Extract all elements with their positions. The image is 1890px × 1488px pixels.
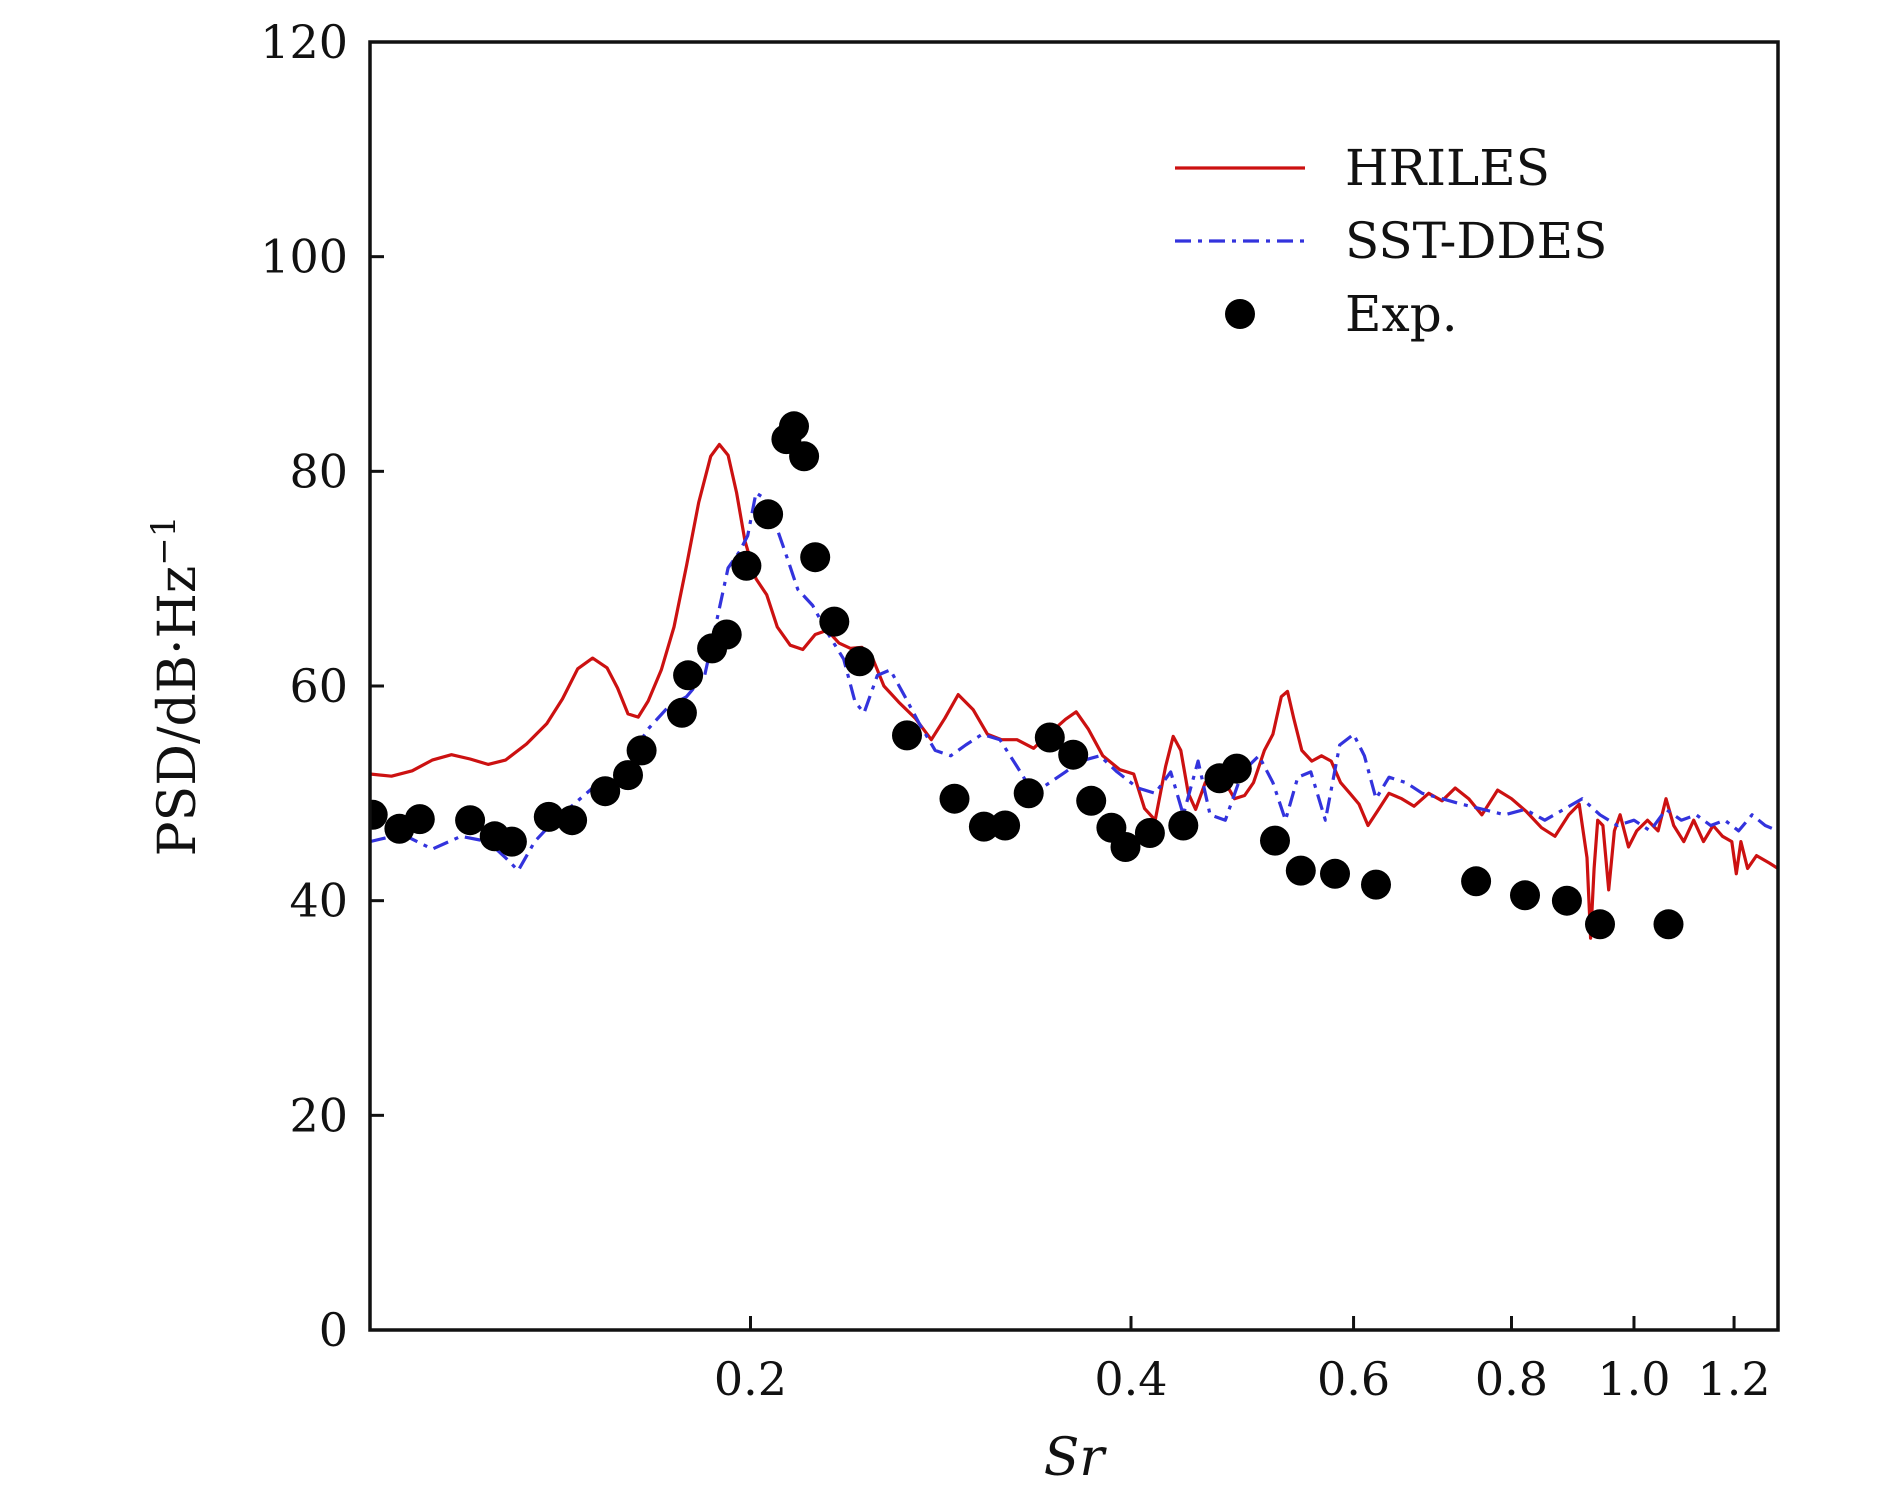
exp-data-point bbox=[731, 550, 762, 581]
series-hriles-line bbox=[370, 442, 1778, 940]
exp-data-point bbox=[533, 801, 564, 832]
exp-data-point bbox=[1285, 855, 1316, 886]
exp-data-point bbox=[1585, 909, 1615, 940]
legend-label: HRILES bbox=[1345, 139, 1550, 197]
x-tick-label: 0.2 bbox=[714, 1352, 787, 1406]
exp-data-point bbox=[496, 826, 527, 857]
x-axis: 0.2 0.4 0.6 0.8 1.0 1.2 bbox=[714, 1316, 1771, 1406]
exp-data-point bbox=[666, 697, 697, 728]
exp-data-point bbox=[673, 660, 704, 691]
exp-data-point bbox=[1653, 909, 1684, 940]
exp-data-point bbox=[1551, 885, 1582, 916]
y-tick-label: 80 bbox=[289, 444, 348, 498]
y-tick-label: 60 bbox=[289, 659, 348, 713]
exp-data-point bbox=[1320, 858, 1350, 889]
x-axis-title: Sr bbox=[1044, 1428, 1108, 1488]
exp-data-point bbox=[753, 499, 784, 530]
exp-data-point bbox=[1076, 785, 1107, 816]
exp-data-point bbox=[557, 805, 588, 836]
exp-data-point bbox=[800, 542, 831, 573]
exp-data-point bbox=[1510, 880, 1540, 911]
exp-data-point bbox=[590, 776, 621, 807]
exp-data-point bbox=[626, 735, 657, 766]
exp-data-point bbox=[1013, 778, 1044, 809]
exp-data-point bbox=[789, 441, 820, 472]
exp-data-point bbox=[1168, 810, 1199, 841]
exp-data-point bbox=[1461, 866, 1492, 897]
exp-data-point bbox=[779, 411, 809, 442]
legend-label: SST-DDES bbox=[1345, 212, 1607, 270]
y-tick-label: 0 bbox=[319, 1303, 348, 1357]
y-tick-label: 40 bbox=[289, 874, 348, 928]
exp-data-point bbox=[1134, 818, 1165, 848]
exp-data-point bbox=[990, 810, 1021, 841]
exp-data-point bbox=[1034, 722, 1065, 753]
x-tick-label: 0.4 bbox=[1094, 1352, 1167, 1406]
y-axis-title-main: PSD/dB·Hz bbox=[148, 566, 208, 857]
x-tick-label: 0.8 bbox=[1475, 1352, 1548, 1406]
series-layer bbox=[370, 411, 1778, 940]
exp-data-point bbox=[892, 720, 922, 751]
exp-data-point bbox=[1260, 825, 1290, 856]
exp-data-point bbox=[455, 805, 486, 836]
legend: HRILES SST-DDES Exp. bbox=[1175, 139, 1607, 343]
legend-label: Exp. bbox=[1345, 285, 1458, 343]
series-exp-markers bbox=[370, 411, 1684, 940]
exp-data-point bbox=[404, 804, 435, 835]
exp-data-point bbox=[819, 606, 850, 637]
x-tick-label: 0.6 bbox=[1317, 1352, 1390, 1406]
y-tick-label: 20 bbox=[289, 1088, 348, 1142]
exp-data-point bbox=[1110, 832, 1141, 862]
exp-data-point bbox=[1361, 869, 1391, 900]
exp-data-point bbox=[613, 760, 643, 791]
y-axis-title: PSD/dB·Hz−1 bbox=[144, 516, 208, 857]
exp-data-point bbox=[968, 811, 999, 842]
exp-data-point bbox=[711, 619, 742, 650]
y-axis-title-superscript: −1 bbox=[144, 516, 184, 566]
exp-data-point bbox=[1221, 753, 1252, 784]
x-tick-label: 1.2 bbox=[1697, 1352, 1770, 1406]
series-sst-ddes-line bbox=[370, 491, 1778, 873]
y-tick-label: 120 bbox=[260, 15, 348, 69]
y-axis: 0 20 40 60 80 100 120 bbox=[260, 15, 384, 1357]
x-tick-label: 1.0 bbox=[1597, 1352, 1670, 1406]
exp-data-point bbox=[1058, 739, 1089, 770]
exp-data-point bbox=[939, 783, 970, 814]
exp-data-point bbox=[370, 799, 388, 830]
legend-marker-exp bbox=[1225, 299, 1255, 329]
exp-data-point bbox=[844, 646, 875, 677]
y-tick-label: 100 bbox=[260, 230, 348, 284]
